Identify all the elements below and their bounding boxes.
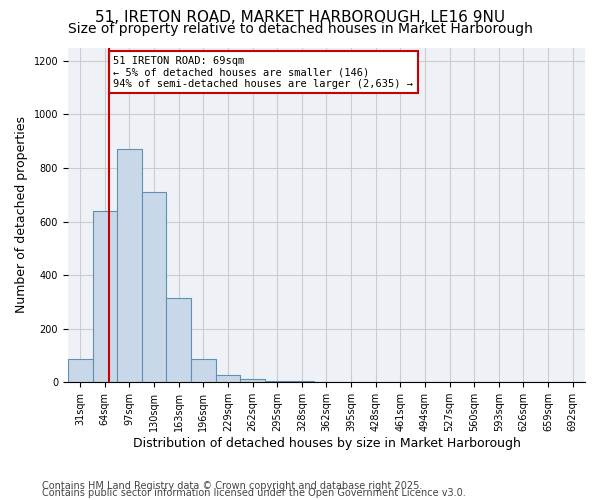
- Bar: [117, 150, 142, 382]
- Bar: [265, 380, 290, 382]
- Bar: [191, 360, 215, 382]
- Bar: [240, 379, 265, 382]
- Text: Contains public sector information licensed under the Open Government Licence v3: Contains public sector information licen…: [42, 488, 466, 498]
- Y-axis label: Number of detached properties: Number of detached properties: [15, 116, 28, 314]
- Bar: [142, 192, 166, 382]
- Bar: [92, 211, 117, 382]
- Bar: [166, 298, 191, 382]
- Text: Size of property relative to detached houses in Market Harborough: Size of property relative to detached ho…: [68, 22, 532, 36]
- Bar: [215, 374, 240, 382]
- Text: Contains HM Land Registry data © Crown copyright and database right 2025.: Contains HM Land Registry data © Crown c…: [42, 481, 422, 491]
- Bar: [290, 381, 314, 382]
- Text: 51, IRETON ROAD, MARKET HARBOROUGH, LE16 9NU: 51, IRETON ROAD, MARKET HARBOROUGH, LE16…: [95, 10, 505, 25]
- Bar: [68, 360, 92, 382]
- Text: 51 IRETON ROAD: 69sqm
← 5% of detached houses are smaller (146)
94% of semi-deta: 51 IRETON ROAD: 69sqm ← 5% of detached h…: [113, 56, 413, 88]
- X-axis label: Distribution of detached houses by size in Market Harborough: Distribution of detached houses by size …: [133, 437, 520, 450]
